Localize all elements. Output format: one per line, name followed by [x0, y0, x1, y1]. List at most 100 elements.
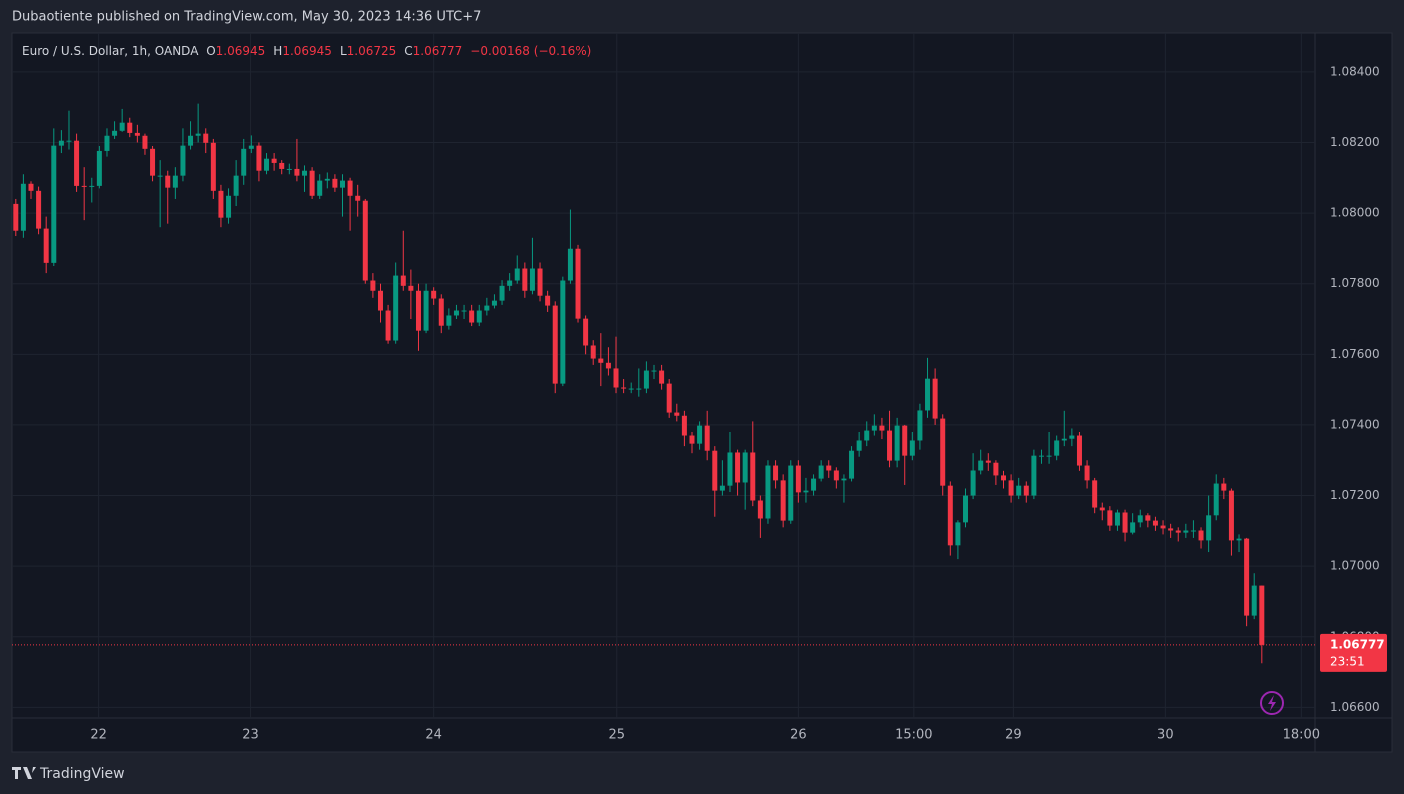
candle-body — [81, 185, 87, 187]
y-tick-label: 1.07200 — [1330, 488, 1380, 502]
price-tag-value: 1.06777 — [1330, 637, 1385, 651]
candle-body — [317, 180, 323, 196]
legend-change: −0.00168 (−0.16%) — [470, 44, 591, 58]
chart-panel — [11, 32, 1393, 753]
candle-body — [1236, 538, 1242, 541]
candle-body — [127, 122, 133, 133]
candle-body — [887, 430, 893, 461]
candle-body — [172, 175, 178, 188]
candle-body — [66, 140, 72, 142]
labels: 1.08400 1.08200 1.08000 1.07800 1.07600 1.074… — [90, 64, 1387, 743]
candle-body — [476, 310, 482, 323]
candle-body — [1000, 475, 1006, 481]
x-tick-label: 26 — [790, 728, 807, 743]
candle-body — [727, 452, 733, 486]
price-tag — [1320, 633, 1387, 672]
candle-body — [932, 378, 938, 419]
candle-body — [545, 295, 551, 306]
candle-body — [864, 430, 870, 441]
candle-body — [963, 495, 969, 523]
candle-body — [567, 248, 573, 281]
candle-body — [1228, 490, 1234, 541]
candle-body — [925, 378, 931, 411]
candle-body — [36, 190, 42, 229]
candle-body — [112, 130, 118, 136]
candle-body — [332, 178, 338, 188]
candle-body — [499, 285, 505, 301]
candle-body — [1251, 585, 1257, 616]
candle-body — [735, 452, 741, 483]
y-tick-label: 1.07600 — [1330, 347, 1380, 361]
y-tick-label: 1.07400 — [1330, 417, 1380, 431]
y-tick-label: 1.07800 — [1330, 276, 1380, 290]
candle-body — [370, 280, 376, 291]
candle-body — [818, 465, 824, 479]
legend-field-value: 1.06945 — [282, 44, 332, 58]
candle-body — [666, 383, 672, 413]
candle-body — [438, 298, 444, 326]
candle-body — [742, 452, 748, 483]
candle-body — [286, 168, 292, 170]
candle-body — [529, 268, 535, 291]
candle-body — [598, 358, 604, 363]
candle-body — [993, 462, 999, 476]
candle-body — [248, 145, 254, 149]
candle-body — [1190, 530, 1196, 532]
candle-body — [636, 388, 642, 390]
candle-body — [1206, 515, 1212, 541]
candle-body — [833, 470, 839, 481]
candle-body — [1023, 485, 1029, 496]
y-tick-label: 1.08200 — [1330, 135, 1380, 149]
candle-body — [58, 140, 64, 146]
candle-body — [681, 415, 687, 436]
candle-body — [195, 133, 201, 136]
candle-body — [226, 195, 232, 218]
candle-body — [719, 485, 725, 491]
candle-body — [643, 370, 649, 389]
candle-body — [560, 280, 566, 384]
candle-body — [689, 435, 695, 444]
candle-body — [849, 450, 855, 479]
candle-body — [1168, 528, 1174, 531]
candle-body — [1152, 520, 1158, 526]
legend-field-value: 1.06777 — [413, 44, 463, 58]
candle-body — [210, 142, 216, 191]
candle-body — [940, 418, 946, 486]
candle-body — [674, 412, 680, 416]
candle-body — [393, 275, 399, 341]
candle-body — [697, 425, 703, 444]
candle-body — [1145, 515, 1151, 521]
alert-icon[interactable] — [1260, 691, 1284, 715]
legend-field-label: H — [273, 44, 282, 58]
legend-field-value: 1.06945 — [216, 44, 266, 58]
candle-body — [1016, 485, 1022, 496]
candle-body — [74, 140, 80, 186]
candle-body — [917, 410, 923, 441]
candle-body — [811, 478, 817, 491]
candle-body — [1107, 510, 1113, 526]
candle-body — [902, 425, 908, 456]
candle-body — [385, 310, 391, 341]
candle-body — [241, 148, 247, 176]
candle-body — [1076, 435, 1082, 466]
brand-logo — [12, 767, 36, 779]
candle-body — [757, 500, 763, 519]
candle-body — [856, 440, 862, 451]
candle-body — [339, 180, 345, 188]
legend-symbol: Euro / U.S. Dollar, 1h, OANDA — [22, 44, 199, 58]
candle-body — [507, 280, 513, 286]
candle-body — [491, 300, 497, 306]
candle-body — [621, 387, 627, 389]
candle-body — [89, 185, 95, 187]
candle-body — [188, 135, 194, 146]
y-tick-label: 1.07000 — [1330, 559, 1380, 573]
candle-body — [377, 290, 383, 311]
candle-body — [583, 318, 589, 346]
candle-body — [1259, 585, 1265, 645]
candle-body — [165, 175, 171, 188]
candle-body — [423, 290, 429, 331]
candle-body — [628, 388, 634, 390]
candle-body — [1244, 538, 1250, 616]
candle-body — [1092, 480, 1098, 508]
